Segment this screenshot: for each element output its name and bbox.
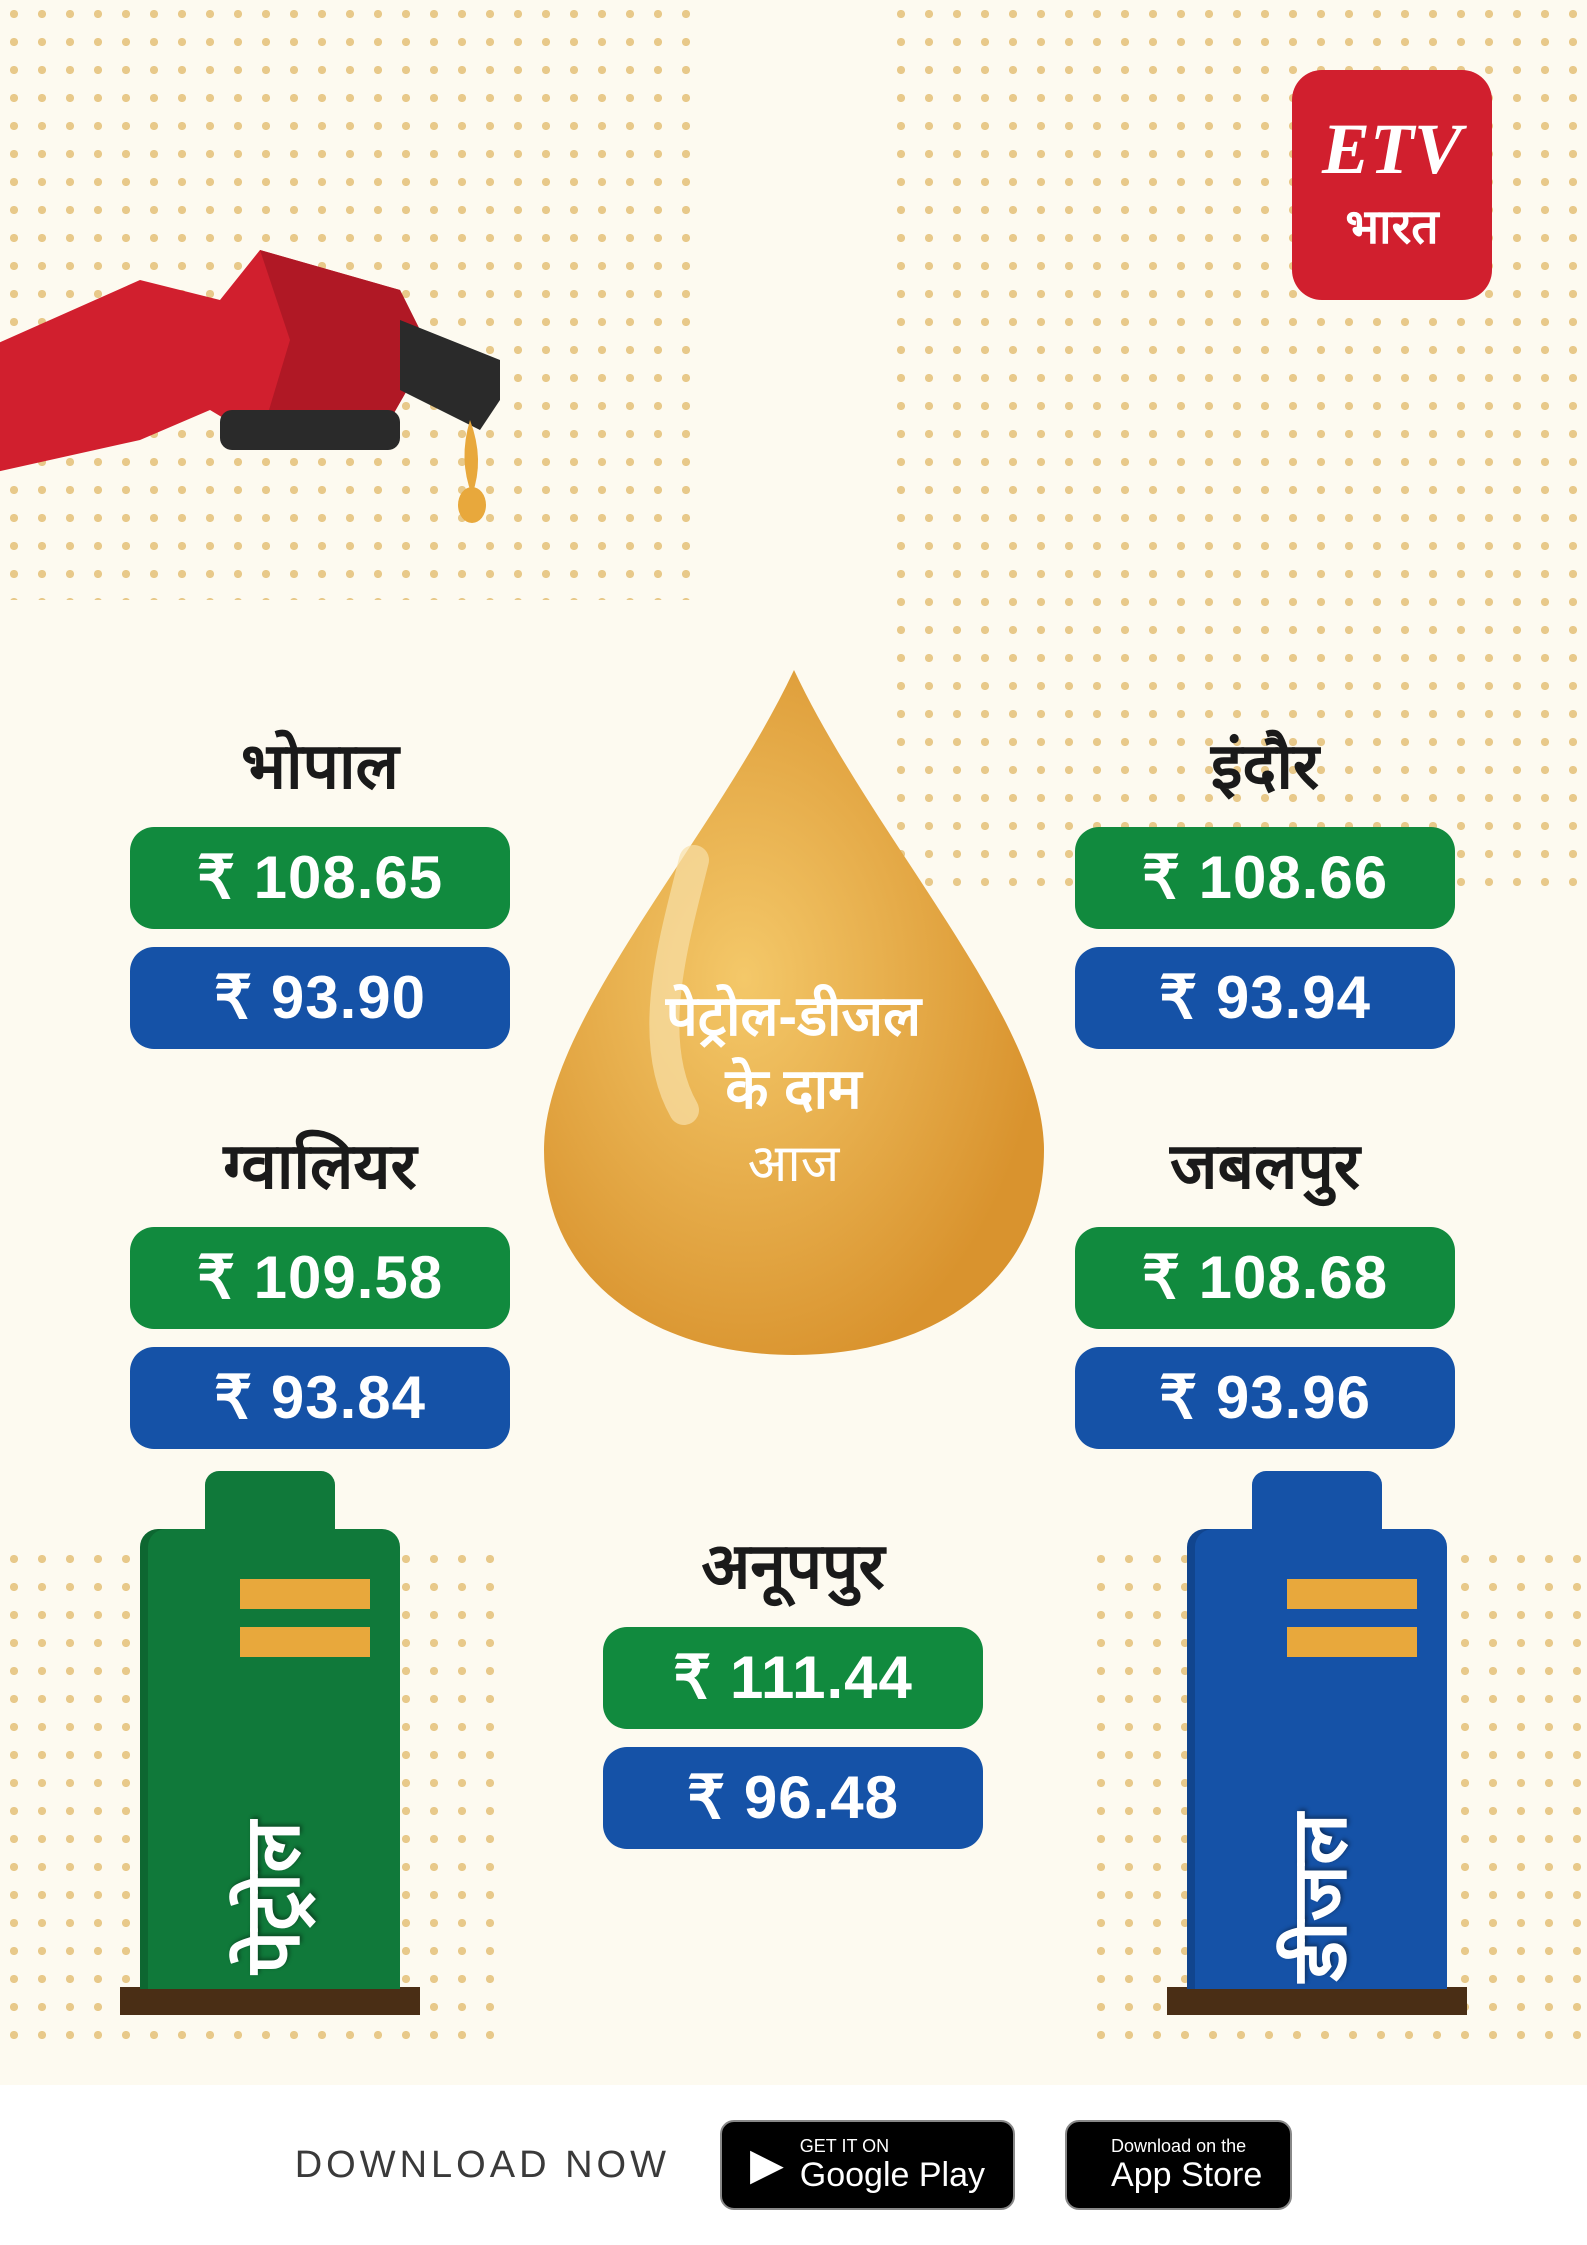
- as-big: App Store: [1111, 2157, 1262, 2194]
- title-main: पेट्रोल-डीजलके दाम: [666, 984, 921, 1120]
- diesel-price: ₹ 93.90: [130, 947, 510, 1049]
- google-play-badge[interactable]: ▶ GET IT ON Google Play: [720, 2120, 1015, 2210]
- petrol-pump-label: पेट्रोल: [219, 1821, 322, 1974]
- center-drop: पेट्रोल-डीजलके दाम आज: [534, 660, 1054, 1360]
- city-block: अनूपपुर ₹ 111.44 ₹ 96.48: [603, 1520, 983, 1867]
- logo-line1: ETV: [1322, 113, 1462, 185]
- diesel-pump-label: डीजल: [1266, 1813, 1369, 1981]
- petrol-price: ₹ 108.68: [1075, 1227, 1455, 1329]
- logo-line2: भारत: [1345, 193, 1438, 258]
- city-block: इंदौर ₹ 108.66 ₹ 93.94: [1075, 720, 1455, 1067]
- diesel-price: ₹ 96.48: [603, 1747, 983, 1849]
- footer: DOWNLOAD NOW ▶ GET IT ON Google Play Dow…: [0, 2085, 1587, 2245]
- petrol-price: ₹ 108.65: [130, 827, 510, 929]
- city-name: जबलपुर: [1075, 1120, 1455, 1207]
- city-name: अनूपपुर: [603, 1520, 983, 1607]
- etv-bharat-logo: ETV भारत: [1292, 70, 1492, 300]
- play-icon: ▶: [750, 2143, 784, 2187]
- city-name: ग्वालियर: [130, 1120, 510, 1207]
- city-block: भोपाल ₹ 108.65 ₹ 93.90: [130, 720, 510, 1067]
- petrol-price: ₹ 108.66: [1075, 827, 1455, 929]
- as-small: Download on the: [1111, 2136, 1262, 2157]
- diesel-pump: डीजल: [1167, 1529, 1467, 2015]
- city-name: इंदौर: [1075, 720, 1455, 807]
- petrol-price: ₹ 111.44: [603, 1627, 983, 1729]
- gp-big: Google Play: [800, 2157, 985, 2194]
- petrol-price: ₹ 109.58: [130, 1227, 510, 1329]
- diesel-price: ₹ 93.96: [1075, 1347, 1455, 1449]
- diesel-price: ₹ 93.94: [1075, 947, 1455, 1049]
- city-block: जबलपुर ₹ 108.68 ₹ 93.96: [1075, 1120, 1455, 1467]
- app-store-badge[interactable]: Download on the App Store: [1065, 2120, 1292, 2210]
- city-name: भोपाल: [130, 720, 510, 807]
- drop-title: पेट्रोल-डीजलके दाम आज: [534, 980, 1054, 1198]
- fuel-nozzle-icon: [0, 100, 580, 580]
- petrol-pump: पेट्रोल: [120, 1529, 420, 2015]
- city-block: ग्वालियर ₹ 109.58 ₹ 93.84: [130, 1120, 510, 1467]
- gp-small: GET IT ON: [800, 2136, 985, 2157]
- download-text: DOWNLOAD NOW: [295, 2144, 670, 2187]
- diesel-price: ₹ 93.84: [130, 1347, 510, 1449]
- title-sub: आज: [748, 1135, 840, 1193]
